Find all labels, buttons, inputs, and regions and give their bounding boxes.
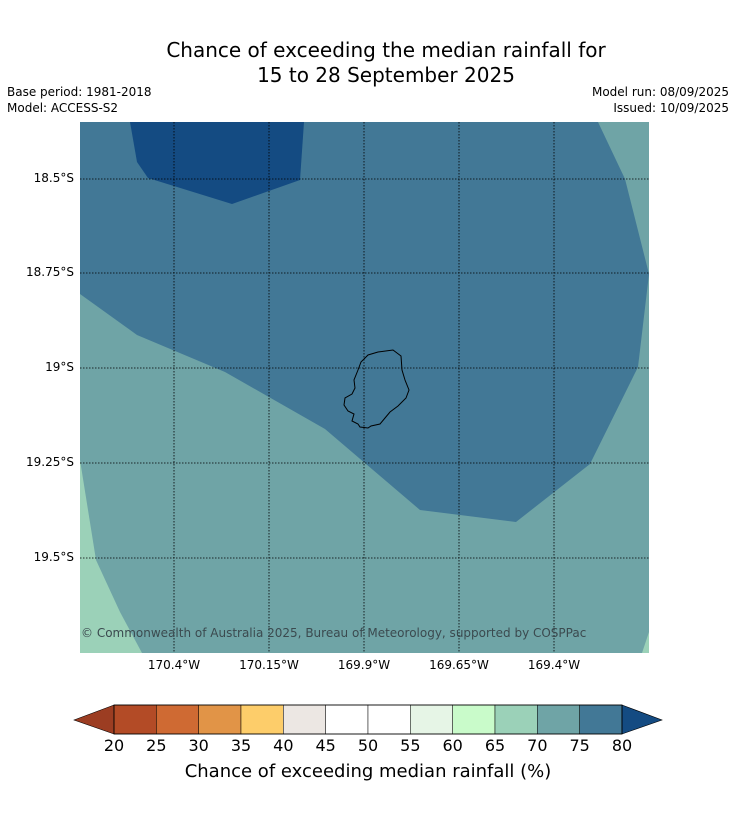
- colorbar-tick-label: 60: [442, 736, 463, 755]
- lon-label-4: 169.65°W: [429, 658, 489, 672]
- colorbar-tick-label: 25: [146, 736, 167, 755]
- colorbar-tick-label: 20: [103, 736, 125, 755]
- model-run: Model run: 08/09/2025: [591, 85, 729, 99]
- colorbar-cell: [579, 704, 623, 735]
- colorbar-over-arrow: [621, 704, 663, 735]
- colorbar-cells: [113, 704, 623, 735]
- colorbar-cell: [283, 704, 326, 735]
- map-canvas: [80, 122, 649, 653]
- lon-label-5: 169.4°W: [527, 658, 581, 672]
- colorbar-tick-label: 35: [230, 736, 252, 755]
- colorbar-under-arrow: [73, 704, 115, 735]
- lat-label-3: 19°S: [45, 360, 74, 374]
- graticule: [80, 122, 649, 653]
- metadata-right: Model run: 08/09/2025 Issued: 10/09/2025: [592, 84, 729, 116]
- colorbar-cell: [537, 704, 580, 735]
- issued-date: Issued: 10/09/2025: [613, 101, 729, 115]
- colorbar-cell: [452, 704, 496, 735]
- colorbar-cell: [367, 704, 411, 735]
- metadata-left: Base period: 1981-2018 Model: ACCESS-S2: [7, 84, 152, 116]
- colorbar-tick-label: 30: [188, 736, 209, 755]
- lat-label-4: 19.25°S: [26, 455, 74, 469]
- colorbar-frame: [113, 704, 623, 735]
- lat-label-2: 18.75°S: [26, 265, 74, 279]
- colorbar-tick-label: 45: [315, 736, 336, 755]
- colorbar-tick-label: 70: [527, 736, 548, 755]
- colorbar-cell: [198, 704, 242, 735]
- lon-label-2: 170.15°W: [239, 658, 299, 672]
- lon-label-1: 170.4°W: [147, 658, 201, 672]
- region-75-80: [80, 122, 649, 522]
- colorbar-tick-label: 55: [400, 736, 421, 755]
- colorbar-cell: [156, 704, 199, 735]
- copyright-notice: © Commonwealth of Australia 2025, Bureau…: [81, 626, 587, 640]
- colorbar-label: Chance of exceeding median rainfall (%): [184, 761, 552, 782]
- colorbar-cell: [494, 704, 538, 735]
- colorbar-cell: [240, 704, 284, 735]
- model-name: Model: ACCESS-S2: [7, 101, 119, 115]
- colorbar-graphic: [73, 704, 663, 735]
- map-title: Chance of exceeding the median rainfall …: [0, 38, 736, 88]
- base-period: Base period: 1981-2018: [7, 85, 152, 99]
- colorbar-tick-label: 80: [611, 736, 633, 755]
- colorbar-tick-label: 65: [484, 736, 506, 755]
- region-over-80: [130, 122, 304, 204]
- island-outline: [343, 349, 410, 429]
- colorbar-cell: [325, 704, 369, 735]
- colorbar-tick-label: 75: [569, 736, 590, 755]
- colorbar-cell: [410, 704, 453, 735]
- rainfall-map: [80, 122, 649, 653]
- colorbar-tick-label: 50: [357, 736, 379, 755]
- colorbar-cell: [113, 704, 157, 735]
- title-line-2: 15 to 28 September 2025: [257, 63, 515, 87]
- title-line-1: Chance of exceeding the median rainfall …: [166, 38, 606, 62]
- colorbar-tick-label: 40: [273, 736, 294, 755]
- lat-label-5: 19.5°S: [33, 550, 74, 564]
- lat-label-1: 18.5°S: [33, 171, 74, 185]
- lon-label-3: 169.9°W: [337, 658, 391, 672]
- colorbar: [0, 700, 736, 744]
